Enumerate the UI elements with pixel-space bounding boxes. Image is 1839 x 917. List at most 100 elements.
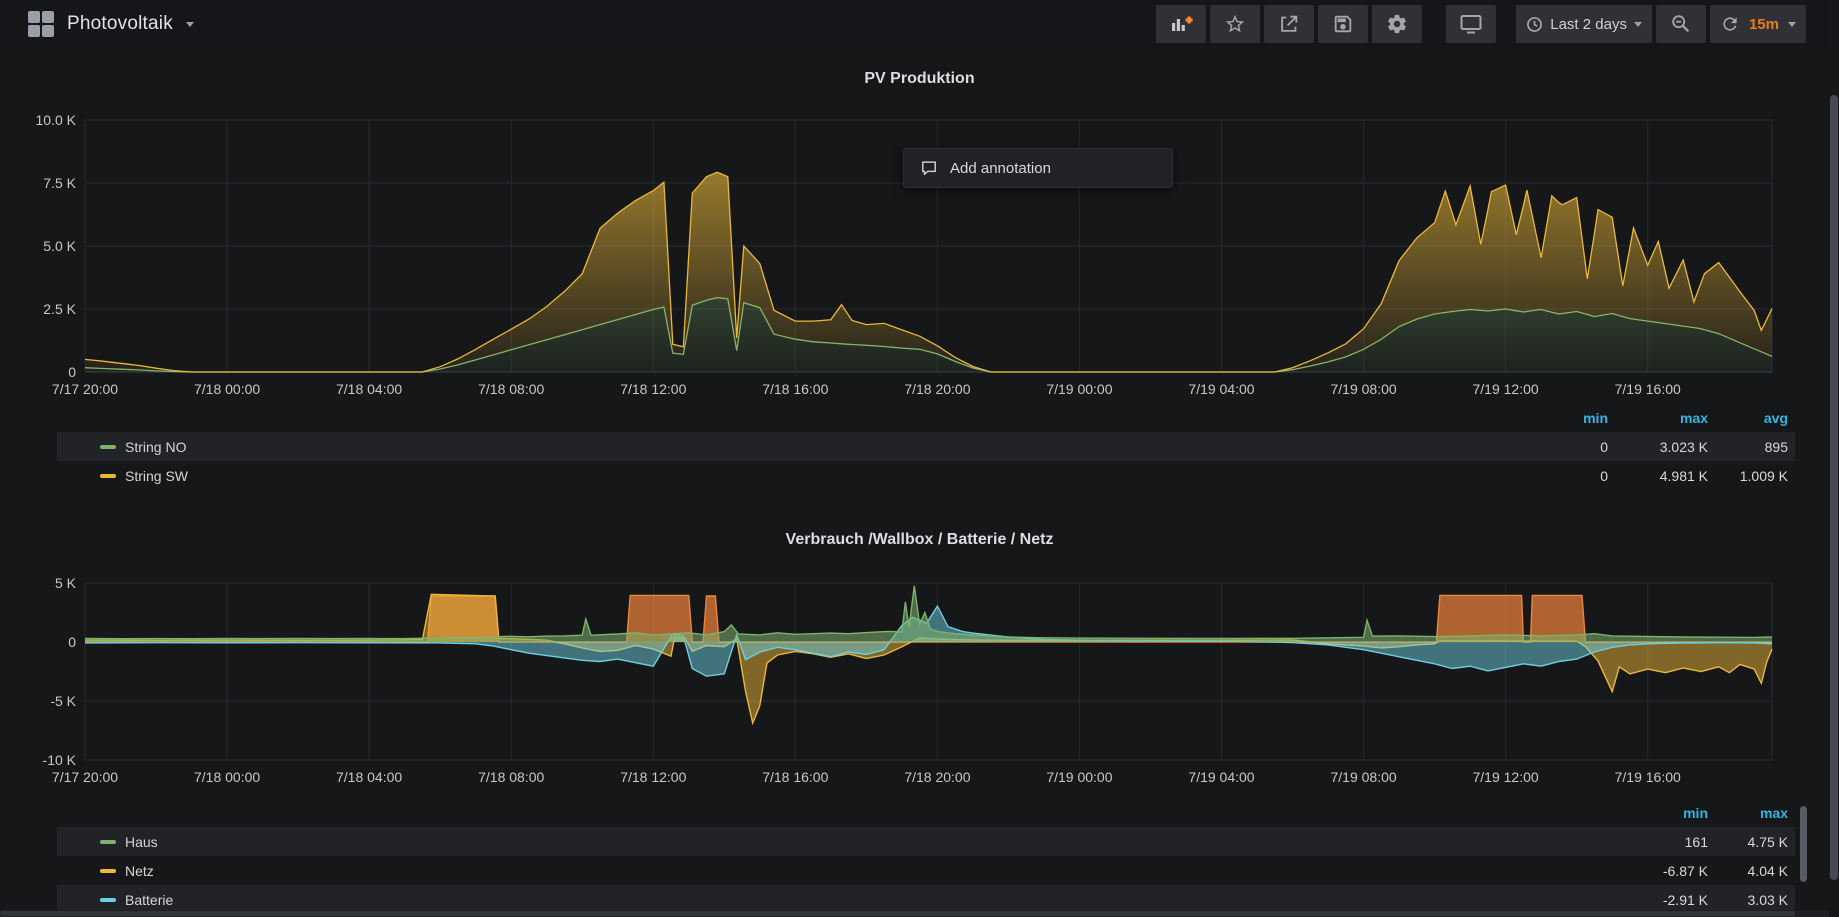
series-min: 0 — [1498, 439, 1608, 455]
add-panel-icon — [1169, 12, 1193, 36]
svg-text:7/19 08:00: 7/19 08:00 — [1331, 381, 1397, 397]
horizontal-scrollbar-thumb[interactable] — [0, 911, 1795, 916]
series-color-swatch — [100, 474, 116, 478]
svg-text:7/17 20:00: 7/17 20:00 — [52, 381, 118, 397]
pv-produktion-legend: min max avg String NO 0 3.023 K 895 Stri… — [57, 410, 1795, 490]
star-button[interactable] — [1210, 5, 1260, 43]
zoom-out-icon — [1670, 13, 1692, 35]
svg-text:7/18 00:00: 7/18 00:00 — [194, 381, 260, 397]
vertical-scrollbar[interactable] — [1829, 0, 1839, 917]
horizontal-scrollbar[interactable] — [0, 910, 1829, 917]
series-name[interactable]: String NO — [125, 439, 186, 455]
series-max: 4.04 K — [1678, 863, 1788, 879]
chevron-down-icon — [186, 22, 194, 27]
svg-text:10.0 K: 10.0 K — [36, 112, 77, 128]
time-range-label: Last 2 days — [1550, 16, 1627, 33]
legend-header-avg[interactable]: avg — [1678, 410, 1788, 426]
legend-row-string-no[interactable]: String NO 0 3.023 K 895 — [57, 432, 1795, 461]
svg-text:7/19 16:00: 7/19 16:00 — [1615, 769, 1681, 785]
svg-text:7/18 00:00: 7/18 00:00 — [194, 769, 260, 785]
share-button[interactable] — [1264, 5, 1314, 43]
settings-button[interactable] — [1372, 5, 1422, 43]
gear-icon — [1386, 13, 1408, 35]
navbar-toolbar: Last 2 days 15m — [1152, 5, 1806, 43]
verbrauch-chart[interactable]: 5 K 0 -5 K -10 K7/17 20:00 7/18 00:00 7/18 04… — [0, 571, 1800, 811]
cycle-view-button[interactable] — [1446, 5, 1496, 43]
chevron-down-icon — [1788, 22, 1796, 27]
chevron-down-icon — [1634, 22, 1642, 27]
svg-text:7/18 20:00: 7/18 20:00 — [904, 769, 970, 785]
svg-text:7/18 08:00: 7/18 08:00 — [478, 381, 544, 397]
speech-bubble-icon — [919, 158, 939, 178]
save-icon — [1332, 13, 1354, 35]
series-avg: 1.009 K — [1678, 468, 1788, 484]
series-max: 4.75 K — [1678, 834, 1788, 850]
save-button[interactable] — [1318, 5, 1368, 43]
svg-text:7/18 08:00: 7/18 08:00 — [478, 769, 544, 785]
add-panel-button[interactable] — [1156, 5, 1206, 43]
legend-header-row: min max — [57, 805, 1795, 827]
svg-text:2.5 K: 2.5 K — [43, 301, 76, 317]
svg-text:7/19 08:00: 7/19 08:00 — [1331, 769, 1397, 785]
monitor-icon — [1459, 12, 1483, 36]
share-icon — [1278, 13, 1300, 35]
star-icon — [1224, 13, 1246, 35]
svg-text:5.0 K: 5.0 K — [43, 238, 76, 254]
navbar: Photovoltaik — [0, 0, 1839, 48]
pv-produktion-chart[interactable]: 10.0 K 7.5 K 5.0 K 2.5 K 07/17 20:00 7/18 00:… — [0, 108, 1800, 408]
refresh-icon — [1720, 14, 1740, 34]
svg-text:7/19 00:00: 7/19 00:00 — [1046, 381, 1112, 397]
series-min: 0 — [1498, 468, 1608, 484]
svg-text:5 K: 5 K — [55, 575, 77, 591]
grafana-dashboard: Photovoltaik — [0, 0, 1839, 917]
series-name[interactable]: Batterie — [125, 892, 173, 908]
series-color-swatch — [100, 898, 116, 902]
svg-text:7/18 20:00: 7/18 20:00 — [904, 381, 970, 397]
svg-text:7/18 12:00: 7/18 12:00 — [620, 769, 686, 785]
series-name[interactable]: Haus — [125, 834, 158, 850]
legend-header-max[interactable]: max — [1678, 805, 1788, 821]
panel-title-pv-produktion[interactable]: PV Produktion — [0, 70, 1839, 88]
svg-text:7/19 04:00: 7/19 04:00 — [1188, 769, 1254, 785]
svg-text:7/19 04:00: 7/19 04:00 — [1188, 381, 1254, 397]
refresh-interval-label: 15m — [1749, 16, 1779, 33]
svg-text:7/17 20:00: 7/17 20:00 — [52, 769, 118, 785]
dashboard-title[interactable]: Photovoltaik — [67, 13, 173, 35]
svg-text:7/19 12:00: 7/19 12:00 — [1473, 381, 1539, 397]
series-avg: 895 — [1678, 439, 1788, 455]
time-range-button[interactable]: Last 2 days — [1516, 5, 1652, 43]
series-name[interactable]: Netz — [125, 863, 154, 879]
svg-text:0: 0 — [68, 364, 76, 380]
legend-scrollbar-thumb[interactable] — [1800, 806, 1807, 882]
add-annotation-label: Add annotation — [950, 160, 1051, 177]
refresh-button[interactable]: 15m — [1710, 5, 1806, 43]
svg-text:7/19 12:00: 7/19 12:00 — [1473, 769, 1539, 785]
svg-text:7/18 12:00: 7/18 12:00 — [620, 381, 686, 397]
verbrauch-legend: min max Haus 161 4.75 K Netz -6.87 K 4.0… — [57, 805, 1795, 914]
dashboard-title-group[interactable]: Photovoltaik — [28, 0, 194, 48]
add-annotation-menu-item[interactable]: Add annotation — [903, 148, 1173, 188]
svg-text:0: 0 — [68, 634, 76, 650]
svg-text:-5 K: -5 K — [50, 693, 76, 709]
legend-row-haus[interactable]: Haus 161 4.75 K — [57, 827, 1795, 856]
dashboards-grid-icon — [28, 11, 54, 37]
legend-row-string-sw[interactable]: String SW 0 4.981 K 1.009 K — [57, 461, 1795, 490]
svg-text:7.5 K: 7.5 K — [43, 175, 76, 191]
legend-row-netz[interactable]: Netz -6.87 K 4.04 K — [57, 856, 1795, 885]
series-color-swatch — [100, 445, 116, 449]
svg-text:-10 K: -10 K — [43, 752, 77, 768]
series-color-swatch — [100, 840, 116, 844]
svg-text:7/18 16:00: 7/18 16:00 — [762, 769, 828, 785]
svg-text:7/18 16:00: 7/18 16:00 — [762, 381, 828, 397]
series-max: 3.03 K — [1678, 892, 1788, 908]
panel-title-verbrauch[interactable]: Verbrauch /Wallbox / Batterie / Netz — [0, 531, 1839, 549]
legend-header-min[interactable]: min — [1498, 410, 1608, 426]
series-name[interactable]: String SW — [125, 468, 188, 484]
clock-icon — [1526, 16, 1543, 33]
svg-text:7/18 04:00: 7/18 04:00 — [336, 769, 402, 785]
svg-text:7/19 16:00: 7/19 16:00 — [1615, 381, 1681, 397]
legend-header-row: min max avg — [57, 410, 1795, 432]
vertical-scrollbar-thumb[interactable] — [1830, 95, 1838, 880]
series-color-swatch — [100, 869, 116, 873]
zoom-out-button[interactable] — [1656, 5, 1706, 43]
